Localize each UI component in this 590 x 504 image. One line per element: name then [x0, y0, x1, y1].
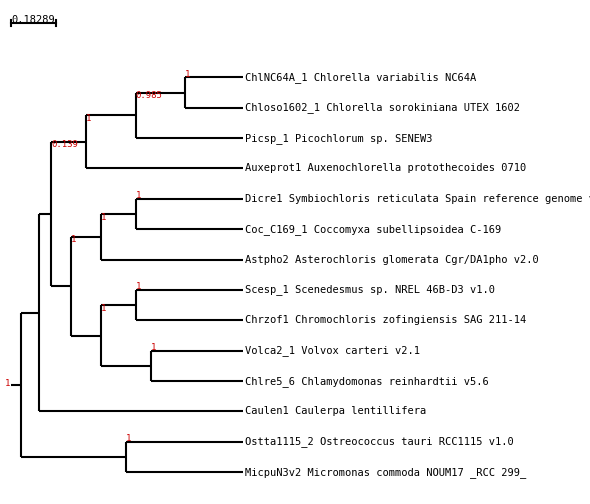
Text: MicpuN3v2 Micromonas commoda NOUM17 _RCC 299_: MicpuN3v2 Micromonas commoda NOUM17 _RCC… — [245, 467, 526, 478]
Text: Chrzof1 Chromochloris zofingiensis SAG 211-14: Chrzof1 Chromochloris zofingiensis SAG 2… — [245, 316, 526, 326]
Text: Volca2_1 Volvox carteri v2.1: Volca2_1 Volvox carteri v2.1 — [245, 345, 420, 356]
Text: Scesp_1 Scenedesmus sp. NREL 46B-D3 v1.0: Scesp_1 Scenedesmus sp. NREL 46B-D3 v1.0 — [245, 285, 495, 295]
Text: 1: 1 — [150, 343, 156, 352]
Text: 1: 1 — [71, 235, 76, 244]
Text: Caulen1 Caulerpa lentillifera: Caulen1 Caulerpa lentillifera — [245, 407, 426, 416]
Text: Picsp_1 Picochlorum sp. SENEW3: Picsp_1 Picochlorum sp. SENEW3 — [245, 133, 432, 144]
Text: 1: 1 — [101, 213, 106, 222]
Text: 1: 1 — [136, 192, 141, 201]
Text: 1: 1 — [136, 282, 141, 291]
Text: 1: 1 — [185, 70, 191, 79]
Text: Dicre1 Symbiochloris reticulata Spain reference genome v1.0: Dicre1 Symbiochloris reticulata Spain re… — [245, 194, 590, 204]
Text: Chlre5_6 Chlamydomonas reinhardtii v5.6: Chlre5_6 Chlamydomonas reinhardtii v5.6 — [245, 375, 489, 387]
Text: 1: 1 — [126, 434, 131, 444]
Text: Astpho2 Asterochloris glomerata Cgr/DA1pho v2.0: Astpho2 Asterochloris glomerata Cgr/DA1p… — [245, 255, 539, 265]
Text: Coc_C169_1 Coccomyxa subellipsoidea C-169: Coc_C169_1 Coccomyxa subellipsoidea C-16… — [245, 224, 502, 235]
Text: 0.139: 0.139 — [51, 141, 78, 149]
Text: 0.18289: 0.18289 — [12, 15, 55, 25]
Text: 0.985: 0.985 — [136, 91, 162, 100]
Text: Auxeprot1 Auxenochlorella protothecoides 0710: Auxeprot1 Auxenochlorella protothecoides… — [245, 163, 526, 173]
Text: 1: 1 — [101, 303, 106, 312]
Text: Ostta1115_2 Ostreococcus tauri RCC1115 v1.0: Ostta1115_2 Ostreococcus tauri RCC1115 v… — [245, 436, 514, 448]
Text: ChlNC64A_1 Chlorella variabilis NC64A: ChlNC64A_1 Chlorella variabilis NC64A — [245, 72, 476, 83]
Text: Chloso1602_1 Chlorella sorokiniana UTEX 1602: Chloso1602_1 Chlorella sorokiniana UTEX … — [245, 102, 520, 113]
Text: 1: 1 — [86, 114, 91, 123]
Text: 1: 1 — [5, 379, 10, 388]
